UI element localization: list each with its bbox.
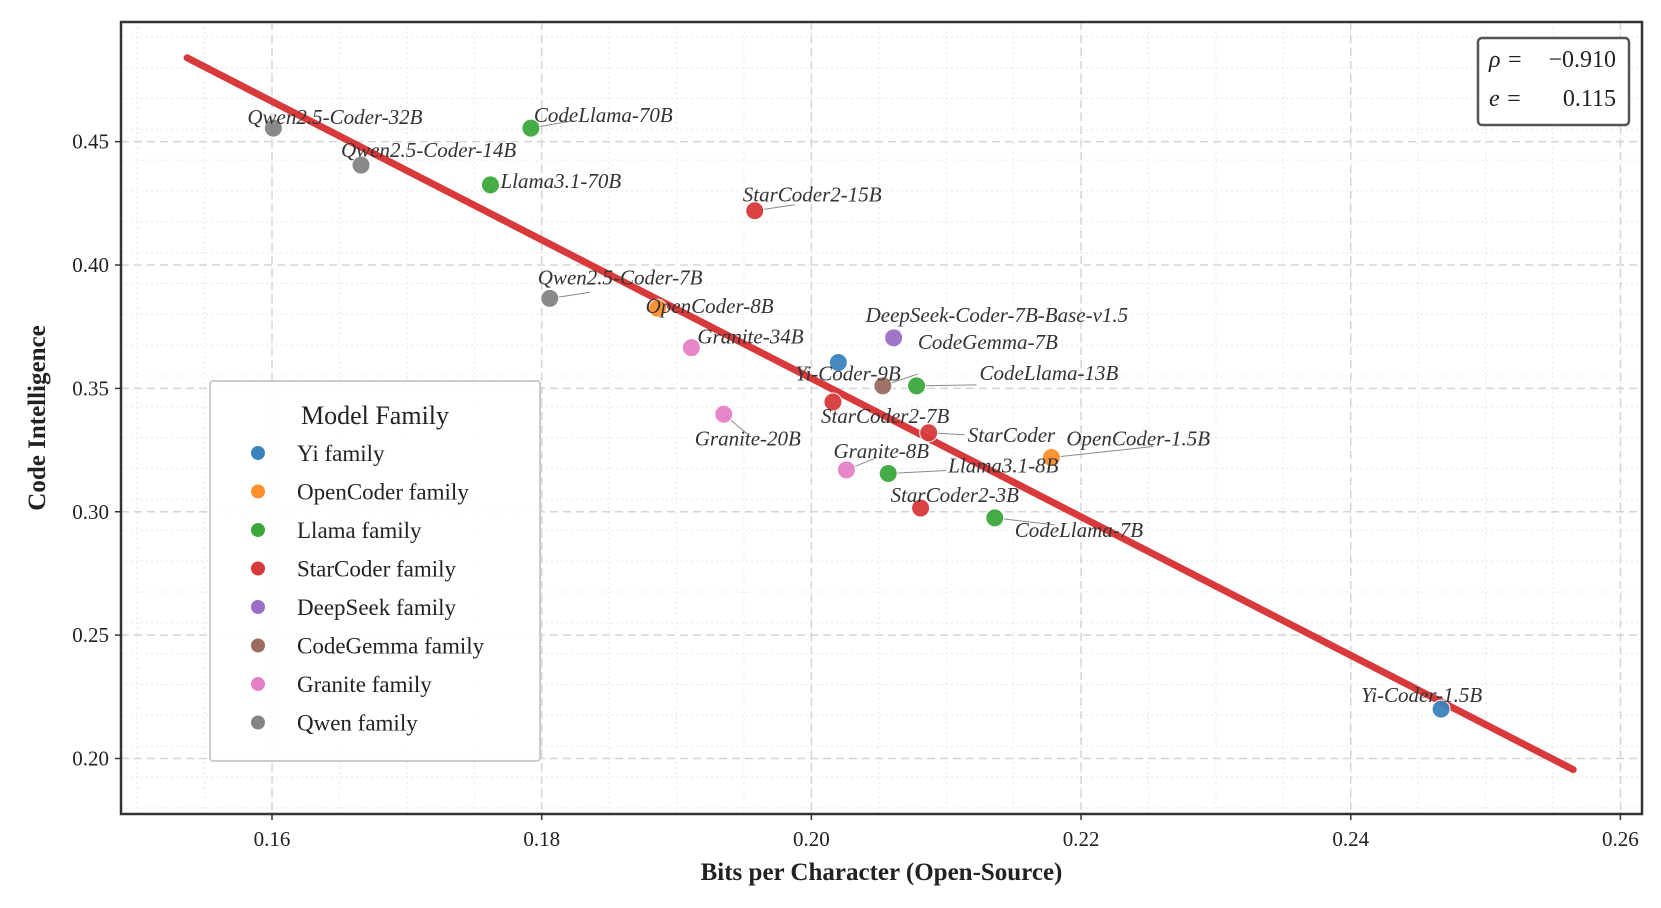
point-yi-coder-1-5b: [1431, 699, 1451, 719]
point-codegemma-7b: [873, 376, 893, 396]
x-tick-label: 0.26: [1602, 827, 1639, 851]
data-points: [263, 118, 1451, 719]
label-starcoder2-15b: StarCoder2-15B: [743, 183, 882, 207]
point-deepseek-coder-7b-base-v1-5: [884, 328, 904, 348]
x-tick-label: 0.18: [523, 827, 560, 851]
legend-label-codegemma: CodeGemma family: [297, 634, 485, 659]
point-starcoder2-15b: [745, 201, 765, 221]
point-codellama-13b: [907, 376, 927, 396]
stats-box: ρ = −0.910 e = 0.115: [1476, 36, 1631, 127]
e-label: e =: [1489, 86, 1522, 112]
e-value: 0.115: [1563, 86, 1616, 112]
x-tick-label: 0.22: [1063, 827, 1100, 851]
y-tick-label: 0.30: [72, 500, 109, 524]
point-starcoder2-3b: [911, 498, 931, 518]
point-granite-34b: [681, 338, 701, 358]
label-opencoder-1-5b: OpenCoder-1.5B: [1066, 426, 1210, 450]
legend-marker-starcoder: [251, 561, 265, 576]
plot-frame: [119, 20, 1644, 816]
point-yi-coder-9b: [828, 352, 848, 372]
y-axis-label: Code Intelligence: [24, 325, 51, 510]
stats-box-frame: [1476, 36, 1631, 127]
legend-marker-opencoder: [251, 484, 265, 499]
point-opencoder-1-5b: [1041, 447, 1061, 467]
point-labels: Qwen2.5-Coder-32B Qwen2.5-Coder-14B Qwen2.…: [247, 103, 1482, 707]
point-starcoder: [919, 423, 939, 443]
legend-items: Yi family OpenCoder family Llama family Sta…: [251, 441, 485, 736]
legend-marker-codegemma: [251, 638, 265, 653]
point-qwen2-5-coder-32b: [263, 118, 283, 138]
axis-ticks: 0.16 0.18 0.20 0.22 0.24 0.26 0.20 0.25 0.30 0.35…: [72, 130, 1639, 851]
legend-title: Model Family: [301, 401, 449, 430]
label-opencoder-8b: OpenCoder-8B: [646, 294, 774, 318]
legend-marker-granite: [251, 677, 265, 691]
leader-codellama-7b: [994, 517, 1055, 526]
label-llama3-1-70b: Llama3.1-70B: [499, 169, 621, 193]
legend-label-granite: Granite family: [297, 672, 432, 697]
legend: Model Family Yi family OpenCoder family Ll…: [209, 380, 541, 762]
point-opencoder-8b: [648, 298, 668, 318]
x-tick-label: 0.24: [1332, 827, 1369, 851]
legend-label-yi: Yi family: [297, 441, 385, 466]
label-starcoder2-3b: StarCoder2-3B: [891, 483, 1020, 507]
label-granite-8b: Granite-8B: [833, 439, 929, 463]
point-qwen2-5-coder-14b: [351, 155, 371, 175]
point-granite-8b: [836, 460, 856, 480]
point-codellama-7b: [985, 508, 1005, 528]
y-tick-label: 0.35: [72, 376, 109, 400]
rho-stat: ρ = −0.910: [1488, 47, 1616, 73]
label-yi-coder-9b: Yi-Coder-9B: [795, 361, 901, 385]
x-axis-label: Bits per Character (Open-Source): [701, 859, 1063, 886]
e-stat: e = 0.115: [1489, 86, 1616, 112]
point-starcoder2-7b: [823, 392, 843, 412]
rho-value: −0.910: [1548, 47, 1616, 73]
point-llama3-1-70b: [480, 175, 500, 195]
label-granite-34b: Granite-34B: [697, 325, 803, 349]
point-qwen2-5-coder-7b: [540, 288, 560, 308]
y-tick-label: 0.25: [72, 623, 109, 647]
label-codegemma-7b: CodeGemma-7B: [918, 330, 1058, 354]
label-llama3-1-8b: Llama3.1-8B: [947, 454, 1058, 478]
fit-line-layer: [183, 54, 1577, 774]
legend-marker-qwen: [251, 715, 265, 730]
point-codellama-70b: [521, 118, 541, 138]
label-starcoder: StarCoder: [968, 423, 1056, 447]
legend-box: [209, 380, 541, 762]
leader-opencoder-1-5b: [1051, 445, 1154, 458]
minor-grid: [121, 22, 1642, 814]
legend-label-deepseek: DeepSeek family: [297, 595, 457, 620]
legend-label-opencoder: OpenCoder family: [297, 480, 469, 505]
leader-llama3-1-8b: [888, 470, 947, 475]
y-tick-label: 0.40: [72, 253, 109, 277]
label-qwen2-5-coder-14b: Qwen2.5-Coder-14B: [341, 138, 516, 162]
point-llama3-1-8b: [878, 464, 898, 484]
legend-label-llama: Llama family: [297, 518, 422, 543]
label-granite-20b: Granite-20B: [695, 426, 801, 450]
label-codellama-70b: CodeLlama-70B: [534, 103, 673, 127]
rho-label: ρ =: [1488, 47, 1523, 73]
x-tick-label: 0.20: [793, 827, 830, 851]
label-starcoder2-7b: StarCoder2-7B: [821, 404, 950, 428]
legend-marker-yi: [251, 446, 265, 460]
legend-marker-deepseek: [251, 600, 265, 614]
y-tick-label: 0.45: [72, 130, 109, 154]
label-codellama-7b: CodeLlama-7B: [1015, 518, 1143, 542]
legend-label-qwen: Qwen family: [297, 711, 418, 736]
label-codellama-13b: CodeLlama-13B: [980, 361, 1119, 385]
regression-line: [183, 54, 1577, 774]
label-yi-coder-1-5b: Yi-Coder-1.5B: [1361, 683, 1482, 707]
label-deepseek-coder-7b-base-v1-5: DeepSeek-Coder-7B-Base-v1.5: [865, 303, 1129, 327]
leader-codellama-13b: [916, 384, 977, 387]
x-tick-label: 0.16: [254, 827, 291, 851]
y-tick-label: 0.20: [72, 746, 109, 770]
point-granite-20b: [714, 404, 734, 424]
legend-marker-llama: [251, 523, 265, 537]
legend-label-starcoder: StarCoder family: [297, 557, 457, 582]
label-qwen2-5-coder-32b: Qwen2.5-Coder-32B: [247, 105, 422, 129]
label-qwen2-5-coder-7b: Qwen2.5-Coder-7B: [538, 265, 703, 289]
